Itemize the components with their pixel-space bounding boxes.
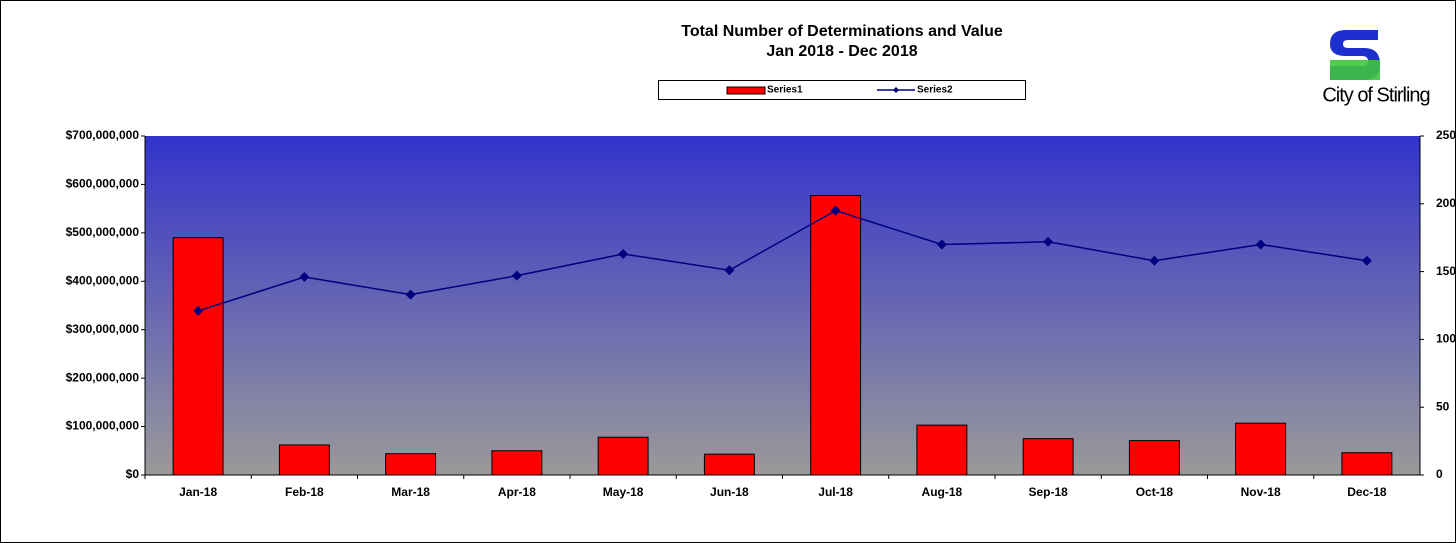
chart-title: Total Number of Determinations and Value xyxy=(681,23,1003,40)
x-tick-label: Jan-18 xyxy=(179,485,217,499)
legend-label: Series2 xyxy=(917,85,953,96)
marker xyxy=(1255,239,1266,250)
line xyxy=(197,209,1367,312)
bar xyxy=(172,237,224,476)
marker xyxy=(511,270,522,281)
plot-area xyxy=(145,136,1420,475)
y-tick-label: $200,000,000 xyxy=(66,370,140,384)
x-tick-label: Mar-18 xyxy=(391,485,430,499)
logo-text: City of Stirling xyxy=(1322,84,1429,106)
legend-marker xyxy=(893,87,899,93)
bar xyxy=(1341,452,1393,476)
marker xyxy=(618,248,629,259)
x-tick-label: Jun-18 xyxy=(710,485,749,499)
marker xyxy=(1361,255,1372,266)
y-tick-label: $600,000,000 xyxy=(66,177,140,191)
bar xyxy=(278,444,330,476)
x-tick-label: Jul-18 xyxy=(818,485,853,499)
x-tick-label: May-18 xyxy=(603,485,644,499)
bar xyxy=(1235,422,1287,476)
bar xyxy=(1128,440,1180,476)
x-tick-label: Feb-18 xyxy=(285,485,324,499)
marker xyxy=(830,205,841,216)
bar xyxy=(491,450,543,476)
logo-bottom xyxy=(1330,60,1380,80)
x-tick-label: Dec-18 xyxy=(1347,485,1387,499)
x-tick-label: Aug-18 xyxy=(922,485,963,499)
chart-subtitle: Jan 2018 - Dec 2018 xyxy=(766,43,917,60)
legend-label: Series1 xyxy=(767,85,803,96)
x-tick-label: Apr-18 xyxy=(498,485,536,499)
bar xyxy=(597,436,649,476)
bar xyxy=(810,195,862,476)
logo: City of Stirling xyxy=(1322,30,1431,106)
marker xyxy=(193,305,204,316)
y2-tick-label: 150 xyxy=(1436,264,1456,278)
y-tick-label: $500,000,000 xyxy=(66,225,140,239)
bar xyxy=(916,424,968,476)
x-tick-label: Sep-18 xyxy=(1028,485,1068,499)
bar xyxy=(1022,438,1074,476)
marker xyxy=(724,265,735,276)
marker xyxy=(299,272,310,283)
marker xyxy=(405,289,416,300)
x-tick-label: Nov-18 xyxy=(1241,485,1281,499)
y-tick-label: $0 xyxy=(126,467,140,481)
y2-tick-label: 250 xyxy=(1436,128,1456,142)
y-tick-label: $700,000,000 xyxy=(66,128,140,142)
y-tick-label: $400,000,000 xyxy=(66,273,140,287)
y2-tick-label: 0 xyxy=(1436,467,1443,481)
y2-tick-label: 50 xyxy=(1436,399,1450,413)
marker xyxy=(1149,255,1160,266)
marker xyxy=(1043,236,1054,247)
y2-tick-label: 200 xyxy=(1436,196,1456,210)
legend-box xyxy=(658,80,1026,100)
x-tick-label: Oct-18 xyxy=(1136,485,1174,499)
legend-swatch xyxy=(726,86,766,95)
bar xyxy=(703,453,755,476)
y-tick-label: $100,000,000 xyxy=(66,419,140,433)
y-tick-label: $300,000,000 xyxy=(66,322,140,336)
y2-tick-label: 100 xyxy=(1436,332,1456,346)
marker xyxy=(936,239,947,250)
bar xyxy=(385,453,437,476)
